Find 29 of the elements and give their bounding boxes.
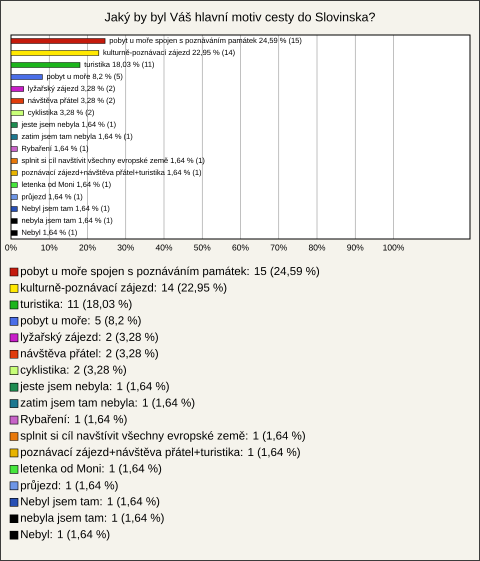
text: letenka od Moni: 1 (1,64 %) — [20, 464, 162, 475]
text: cyklistika: 2 (3,28 %) — [20, 365, 126, 376]
x-tick-label: 100% — [383, 244, 404, 251]
x-tick-label: 40% — [156, 244, 172, 251]
x-tick-label: 60% — [232, 244, 249, 251]
text: pobyt u moře: 5 (8,2 %) — [20, 316, 141, 327]
text: nebyla jsem tam: 1 (1,64 %) — [20, 513, 164, 524]
x-tick-label: 80% — [308, 244, 326, 251]
x-tick-label: 90% — [347, 244, 364, 251]
text: Rybaření: 1 (1,64 %) — [21, 414, 127, 426]
x-tick-label: 70% — [270, 244, 287, 251]
x-tick-label: 50% — [194, 244, 210, 251]
text: návštěva přátel: 2 (3,28 %) — [20, 348, 158, 360]
x-tick-label: 20% — [79, 244, 96, 251]
x-tick-label: 0% — [5, 244, 17, 251]
text: Nebyl jsem tam: 1 (1,64 %) — [21, 496, 160, 508]
text: poznávací zájezd+návštěva přátel+turistika: 1 (1,64 %) — [20, 448, 300, 458]
text: lyžařský zájezd: 2 (3,28 %) — [20, 332, 158, 344]
text: splnit si cíl navštívit všechny evropské země: 1 (1,64 %) — [20, 431, 305, 442]
chart-title: Jaký by byl Váš hlavní motiv cesty do Slovinska? — [104, 12, 375, 24]
text: zatim jsem tam nebyla: 1 (1,64 %) — [20, 398, 194, 409]
text: turistika: 11 (18,03 %) — [20, 300, 132, 310]
text: Nebyl: 1 (1,64 %) — [21, 530, 110, 541]
text: kulturně-poznávací zájezd: 14 (22,95 %) — [20, 283, 226, 294]
x-tick-label: 10% — [41, 244, 58, 251]
text: jeste jsem nebyla: 1 (1,64 %) — [20, 382, 169, 393]
text: pobyt u moře spojen s poznáváním památek: 15 (24,59 %) — [20, 266, 320, 278]
x-tick-label: 30% — [118, 244, 134, 251]
text: průjezd: 1 (1,64 %) — [20, 480, 118, 492]
